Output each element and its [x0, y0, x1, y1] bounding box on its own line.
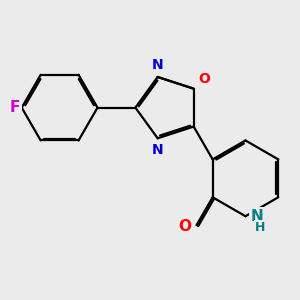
Text: N: N [152, 58, 164, 72]
Text: O: O [198, 72, 210, 86]
Text: O: O [178, 219, 191, 234]
Text: F: F [10, 100, 20, 115]
Text: N: N [251, 209, 263, 224]
Text: H: H [255, 221, 266, 234]
Text: N: N [152, 143, 164, 157]
